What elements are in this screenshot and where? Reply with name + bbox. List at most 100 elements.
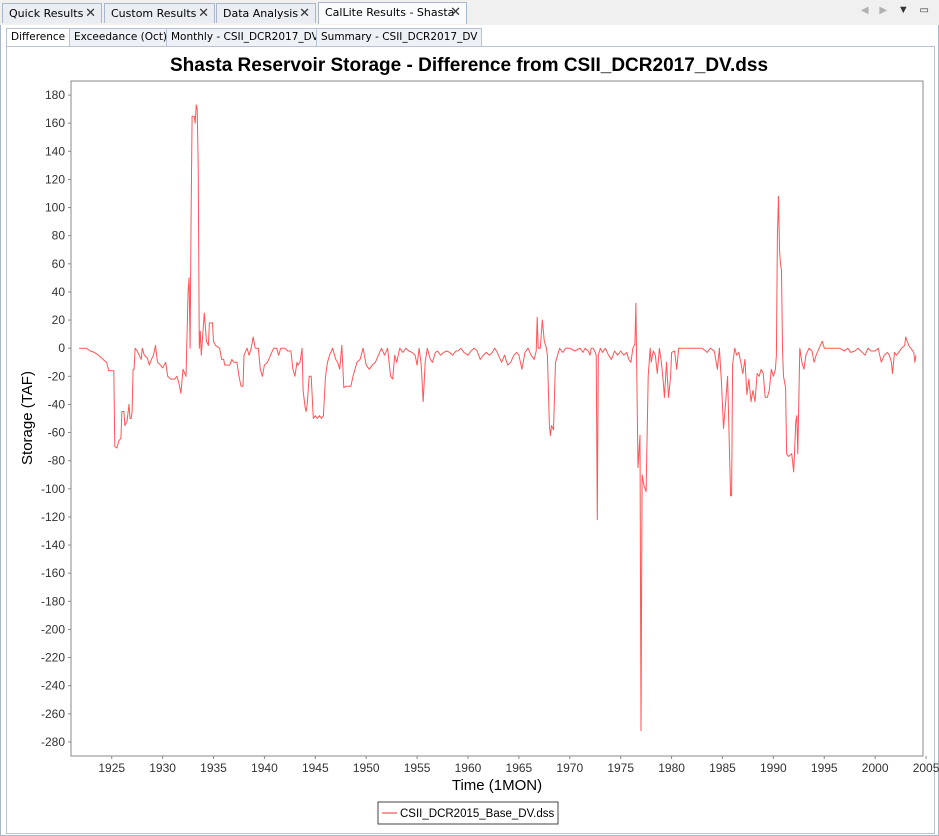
tab-summary[interactable]: Summary - CSII_DCR2017_DV (316, 28, 483, 46)
data-point (240, 386, 241, 387)
tab-quick-results[interactable]: Quick Results ✕ (2, 3, 102, 23)
data-point (134, 369, 135, 370)
data-point (565, 348, 566, 349)
tab-label: Difference (11, 31, 66, 43)
data-point (258, 348, 259, 349)
data-point (415, 355, 416, 356)
data-point (744, 359, 745, 360)
data-point (513, 355, 514, 356)
data-point (321, 418, 322, 419)
data-point (106, 362, 107, 363)
data-point (120, 438, 121, 439)
tab-exceedance[interactable]: Exceedance (Oct) (69, 28, 173, 46)
data-point (192, 116, 193, 117)
data-point (642, 474, 643, 475)
data-point (375, 362, 376, 363)
data-point (765, 397, 766, 398)
data-point (189, 277, 190, 278)
close-icon[interactable]: ✕ (198, 6, 209, 21)
data-point (296, 362, 297, 363)
close-icon[interactable]: ✕ (450, 5, 461, 20)
window-menu-icon[interactable]: ▭ (919, 5, 929, 16)
data-point (496, 350, 497, 351)
data-point (165, 362, 166, 363)
data-point (262, 376, 263, 377)
data-point (531, 355, 532, 356)
data-point (486, 352, 487, 353)
close-icon[interactable]: ✕ (85, 6, 96, 21)
data-point (791, 453, 792, 454)
data-point (653, 350, 654, 351)
data-point (231, 359, 232, 360)
data-point (776, 355, 777, 356)
x-tick-label: 1950 (353, 761, 380, 775)
data-point (212, 322, 213, 323)
x-tick-label: 1955 (404, 761, 431, 775)
data-point (423, 401, 424, 402)
tab-list-menu-icon[interactable]: ▼ (897, 4, 909, 16)
data-point (518, 355, 519, 356)
data-point (94, 352, 95, 353)
data-point (147, 357, 148, 358)
data-point (98, 355, 99, 356)
data-point (527, 348, 528, 349)
data-point (901, 348, 902, 349)
data-point (614, 350, 615, 351)
data-point (910, 348, 911, 349)
data-point (287, 350, 288, 351)
data-point (101, 357, 102, 358)
data-point (640, 730, 641, 731)
data-point (550, 435, 551, 436)
data-point (337, 362, 338, 363)
tab-monthly[interactable]: Monthly - CSII_DCR2017_DV (166, 28, 324, 46)
data-point (628, 359, 629, 360)
data-point (796, 415, 797, 416)
data-point (313, 418, 314, 419)
data-point (602, 352, 603, 353)
scroll-right-icon[interactable]: ▶ (879, 5, 888, 16)
data-point (516, 352, 517, 353)
data-point (797, 453, 798, 454)
scroll-left-icon[interactable]: ◀ (860, 5, 869, 16)
y-tick-label: 40 (52, 285, 66, 299)
data-point (489, 355, 490, 356)
y-tick-label: -180 (41, 594, 65, 608)
data-point (678, 348, 679, 349)
data-point (267, 362, 268, 363)
data-point (839, 348, 840, 349)
data-point (723, 428, 724, 429)
data-point (569, 348, 570, 349)
data-point (208, 345, 209, 346)
data-point (783, 376, 784, 377)
data-point (135, 348, 136, 349)
x-tick-label: 1945 (302, 761, 329, 775)
data-point (195, 123, 196, 124)
y-tick-label: -240 (41, 679, 65, 693)
data-point (746, 394, 747, 395)
tab-data-analysis[interactable]: Data Analysis ✕ (216, 3, 316, 23)
data-point (264, 365, 265, 366)
x-axis: 1925 1930 1935 1940 1945 1950 1955 1960 1965 1970… (98, 756, 939, 775)
data-point (290, 350, 291, 351)
data-point (238, 376, 239, 377)
data-point (501, 362, 502, 363)
data-point (131, 418, 132, 419)
data-point (814, 362, 815, 363)
y-tick-label: -140 (41, 538, 65, 552)
close-icon[interactable]: ✕ (299, 6, 310, 21)
data-point (617, 355, 618, 356)
data-point (201, 355, 202, 356)
data-point (651, 362, 652, 363)
data-point (315, 415, 316, 416)
data-point (538, 348, 539, 349)
tab-custom-results[interactable]: Custom Results ✕ (104, 3, 215, 23)
tab-callite-results-shasta[interactable]: CalLite Results - Shasta ✕ (318, 2, 467, 24)
data-point (623, 355, 624, 356)
data-point (769, 390, 770, 391)
data-point (752, 390, 753, 391)
tab-difference[interactable]: Difference (6, 28, 71, 46)
data-point (178, 383, 179, 384)
data-point (579, 348, 580, 349)
data-point (676, 369, 677, 370)
data-point (750, 401, 751, 402)
